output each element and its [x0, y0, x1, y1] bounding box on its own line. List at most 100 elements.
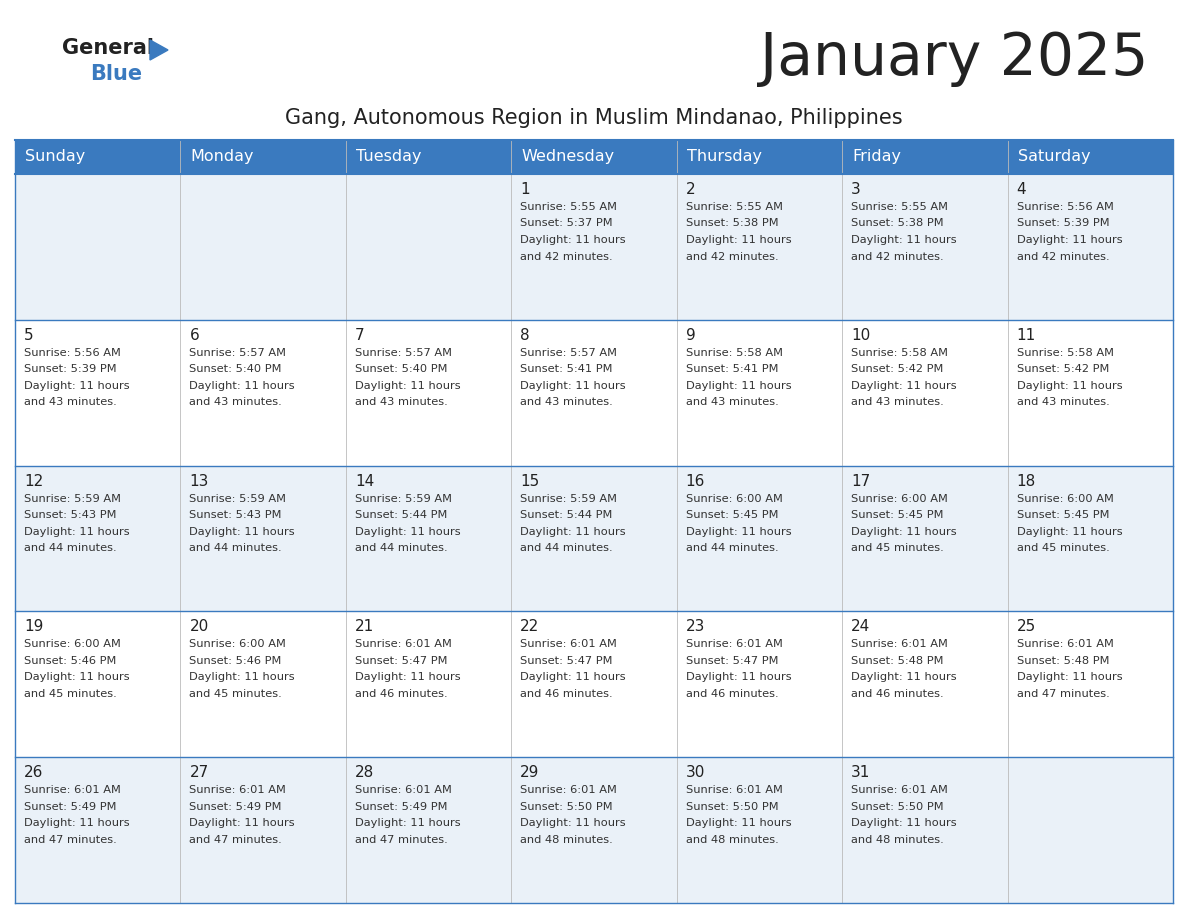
Bar: [181, 140, 346, 174]
Text: Daylight: 11 hours: Daylight: 11 hours: [189, 381, 295, 391]
Text: 24: 24: [851, 620, 871, 634]
Text: Daylight: 11 hours: Daylight: 11 hours: [520, 672, 626, 682]
Bar: [346, 465, 511, 611]
Text: and 47 minutes.: and 47 minutes.: [1017, 688, 1110, 699]
Bar: [677, 465, 842, 611]
Text: 28: 28: [355, 766, 374, 780]
Text: Daylight: 11 hours: Daylight: 11 hours: [355, 672, 461, 682]
Text: Sunset: 5:41 PM: Sunset: 5:41 PM: [520, 364, 613, 375]
Text: Daylight: 11 hours: Daylight: 11 hours: [851, 527, 956, 537]
Text: Daylight: 11 hours: Daylight: 11 hours: [520, 235, 626, 245]
Text: 30: 30: [685, 766, 706, 780]
Text: and 46 minutes.: and 46 minutes.: [685, 688, 778, 699]
Bar: [677, 140, 842, 174]
Bar: [842, 611, 1007, 757]
Text: Sunset: 5:38 PM: Sunset: 5:38 PM: [851, 218, 943, 229]
Text: Sunset: 5:38 PM: Sunset: 5:38 PM: [685, 218, 778, 229]
Text: January 2025: January 2025: [759, 30, 1148, 87]
Text: Sunset: 5:50 PM: Sunset: 5:50 PM: [520, 801, 613, 812]
Text: Sunset: 5:45 PM: Sunset: 5:45 PM: [851, 510, 943, 521]
Bar: [842, 140, 1007, 174]
Text: Sunrise: 5:55 AM: Sunrise: 5:55 AM: [851, 202, 948, 212]
Text: 27: 27: [189, 766, 209, 780]
Bar: [346, 174, 511, 319]
Text: 10: 10: [851, 328, 871, 342]
Text: Daylight: 11 hours: Daylight: 11 hours: [24, 672, 129, 682]
Bar: [346, 611, 511, 757]
Text: 13: 13: [189, 474, 209, 488]
Text: Sunrise: 5:57 AM: Sunrise: 5:57 AM: [355, 348, 451, 358]
Text: Sunset: 5:39 PM: Sunset: 5:39 PM: [24, 364, 116, 375]
Text: Sunset: 5:39 PM: Sunset: 5:39 PM: [1017, 218, 1110, 229]
Bar: [1007, 757, 1173, 903]
Text: Sunrise: 6:01 AM: Sunrise: 6:01 AM: [355, 785, 451, 795]
Text: and 45 minutes.: and 45 minutes.: [851, 543, 944, 554]
Text: 21: 21: [355, 620, 374, 634]
Text: Sunset: 5:40 PM: Sunset: 5:40 PM: [355, 364, 448, 375]
Text: Sunset: 5:49 PM: Sunset: 5:49 PM: [189, 801, 282, 812]
Text: Sunrise: 6:01 AM: Sunrise: 6:01 AM: [851, 640, 948, 649]
Text: General: General: [62, 38, 154, 58]
Text: Daylight: 11 hours: Daylight: 11 hours: [520, 527, 626, 537]
Text: Daylight: 11 hours: Daylight: 11 hours: [189, 672, 295, 682]
Bar: [511, 174, 677, 319]
Text: Daylight: 11 hours: Daylight: 11 hours: [685, 527, 791, 537]
Text: Daylight: 11 hours: Daylight: 11 hours: [685, 672, 791, 682]
Text: Sunrise: 6:00 AM: Sunrise: 6:00 AM: [24, 640, 121, 649]
Bar: [1007, 319, 1173, 465]
Text: Sunset: 5:48 PM: Sunset: 5:48 PM: [1017, 655, 1110, 666]
Text: and 42 minutes.: and 42 minutes.: [685, 252, 778, 262]
Text: Sunset: 5:43 PM: Sunset: 5:43 PM: [24, 510, 116, 521]
Text: Sunset: 5:50 PM: Sunset: 5:50 PM: [851, 801, 943, 812]
Text: and 43 minutes.: and 43 minutes.: [355, 397, 448, 408]
Text: 9: 9: [685, 328, 695, 342]
Bar: [511, 319, 677, 465]
Bar: [1007, 611, 1173, 757]
Bar: [511, 757, 677, 903]
Text: Daylight: 11 hours: Daylight: 11 hours: [685, 235, 791, 245]
Text: 29: 29: [520, 766, 539, 780]
Text: 5: 5: [24, 328, 33, 342]
Text: and 48 minutes.: and 48 minutes.: [851, 834, 944, 845]
Text: Daylight: 11 hours: Daylight: 11 hours: [851, 818, 956, 828]
Text: Daylight: 11 hours: Daylight: 11 hours: [24, 818, 129, 828]
Text: Sunrise: 6:01 AM: Sunrise: 6:01 AM: [189, 785, 286, 795]
Text: Sunset: 5:46 PM: Sunset: 5:46 PM: [189, 655, 282, 666]
Text: 8: 8: [520, 328, 530, 342]
Text: Sunrise: 6:01 AM: Sunrise: 6:01 AM: [24, 785, 121, 795]
Text: Sunday: Sunday: [25, 150, 86, 164]
Text: Sunset: 5:45 PM: Sunset: 5:45 PM: [1017, 510, 1110, 521]
Text: Sunset: 5:45 PM: Sunset: 5:45 PM: [685, 510, 778, 521]
Bar: [677, 757, 842, 903]
Text: Sunrise: 6:01 AM: Sunrise: 6:01 AM: [520, 785, 617, 795]
Text: Sunrise: 6:01 AM: Sunrise: 6:01 AM: [1017, 640, 1113, 649]
Text: Sunset: 5:42 PM: Sunset: 5:42 PM: [851, 364, 943, 375]
Text: Daylight: 11 hours: Daylight: 11 hours: [189, 527, 295, 537]
Text: 1: 1: [520, 182, 530, 197]
Text: Sunset: 5:37 PM: Sunset: 5:37 PM: [520, 218, 613, 229]
Text: and 47 minutes.: and 47 minutes.: [189, 834, 283, 845]
Text: Sunset: 5:44 PM: Sunset: 5:44 PM: [355, 510, 447, 521]
Text: Daylight: 11 hours: Daylight: 11 hours: [851, 235, 956, 245]
Text: Sunrise: 5:57 AM: Sunrise: 5:57 AM: [520, 348, 618, 358]
Text: Daylight: 11 hours: Daylight: 11 hours: [685, 381, 791, 391]
Text: Sunrise: 5:58 AM: Sunrise: 5:58 AM: [851, 348, 948, 358]
Text: 20: 20: [189, 620, 209, 634]
Text: Daylight: 11 hours: Daylight: 11 hours: [1017, 381, 1123, 391]
Polygon shape: [150, 40, 168, 60]
Bar: [346, 757, 511, 903]
Text: Sunrise: 6:01 AM: Sunrise: 6:01 AM: [851, 785, 948, 795]
Text: 26: 26: [24, 766, 44, 780]
Text: Sunset: 5:44 PM: Sunset: 5:44 PM: [520, 510, 613, 521]
Text: and 43 minutes.: and 43 minutes.: [520, 397, 613, 408]
Text: Daylight: 11 hours: Daylight: 11 hours: [685, 818, 791, 828]
Text: and 48 minutes.: and 48 minutes.: [520, 834, 613, 845]
Text: Sunset: 5:49 PM: Sunset: 5:49 PM: [24, 801, 116, 812]
Bar: [511, 140, 677, 174]
Text: and 44 minutes.: and 44 minutes.: [24, 543, 116, 554]
Text: Sunset: 5:46 PM: Sunset: 5:46 PM: [24, 655, 116, 666]
Text: Daylight: 11 hours: Daylight: 11 hours: [1017, 672, 1123, 682]
Text: and 48 minutes.: and 48 minutes.: [685, 834, 778, 845]
Text: and 43 minutes.: and 43 minutes.: [24, 397, 116, 408]
Bar: [346, 319, 511, 465]
